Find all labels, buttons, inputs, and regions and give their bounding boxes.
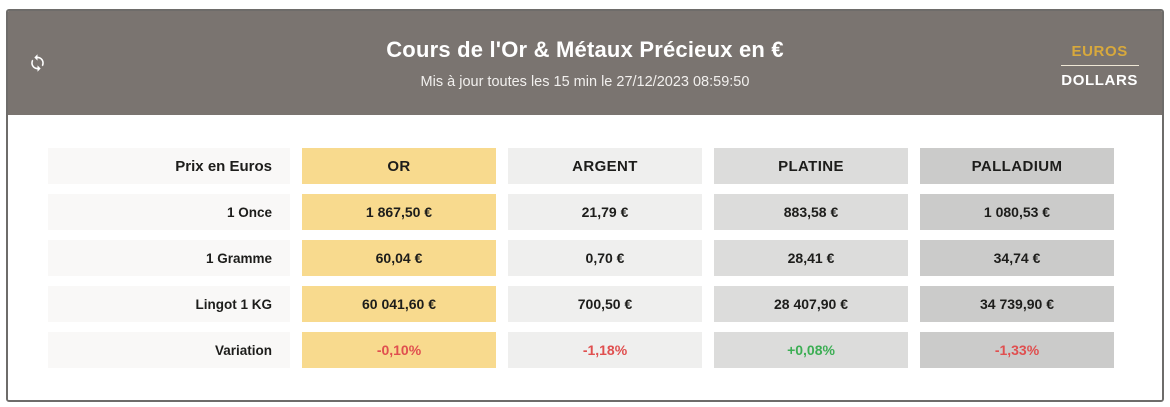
widget-body: Prix en Euros OR ARGENT PLATINE PALLADIU…: [8, 115, 1162, 400]
tab-dollars[interactable]: DOLLARS: [1061, 72, 1138, 89]
row-label-gramme: 1 Gramme: [48, 240, 290, 276]
refresh-icon: [31, 54, 44, 72]
price-cell-palladium-once: 1 080,53 €: [920, 194, 1114, 230]
table-corner-label: Prix en Euros: [48, 148, 290, 184]
price-cell-platine-gramme: 28,41 €: [714, 240, 908, 276]
row-label-once: 1 Once: [48, 194, 290, 230]
price-cell-argent-lingot: 700,50 €: [508, 286, 702, 322]
price-table: Prix en Euros OR ARGENT PLATINE PALLADIU…: [48, 148, 1162, 368]
currency-toggle-divider: [1060, 65, 1139, 66]
price-cell-argent-gramme: 0,70 €: [508, 240, 702, 276]
page-title: Cours de l'Or & Métaux Précieux en €: [386, 36, 784, 62]
price-cell-or-lingot: 60 041,60 €: [302, 286, 496, 322]
price-cell-platine-lingot: 28 407,90 €: [714, 286, 908, 322]
row-label-lingot: Lingot 1 KG: [48, 286, 290, 322]
header-title-block: Cours de l'Or & Métaux Précieux en € Mis…: [386, 37, 784, 90]
price-cell-platine-once: 883,58 €: [714, 194, 908, 230]
variation-cell-platine: +0,08%: [714, 332, 908, 368]
price-cell-or-once: 1 867,50 €: [302, 194, 496, 230]
row-label-variation: Variation: [48, 332, 290, 368]
variation-cell-palladium: -1,33%: [920, 332, 1114, 368]
price-cell-or-gramme: 60,04 €: [302, 240, 496, 276]
variation-cell-argent: -1,18%: [508, 332, 702, 368]
variation-cell-or: -0,10%: [302, 332, 496, 368]
widget-header: Cours de l'Or & Métaux Précieux en € Mis…: [8, 11, 1162, 115]
currency-toggle: EUROS DOLLARS: [1057, 41, 1142, 91]
column-header-platine: PLATINE: [714, 148, 908, 184]
metals-price-widget: Cours de l'Or & Métaux Précieux en € Mis…: [6, 9, 1164, 402]
column-header-palladium: PALLADIUM: [920, 148, 1114, 184]
refresh-button[interactable]: [24, 50, 51, 77]
price-cell-argent-once: 21,79 €: [508, 194, 702, 230]
price-cell-palladium-lingot: 34 739,90 €: [920, 286, 1114, 322]
last-updated-text: Mis à jour toutes les 15 min le 27/12/20…: [420, 73, 750, 90]
column-header-argent: ARGENT: [508, 148, 702, 184]
column-header-or: OR: [302, 148, 496, 184]
price-cell-palladium-gramme: 34,74 €: [920, 240, 1114, 276]
tab-euros[interactable]: EUROS: [1071, 43, 1128, 60]
